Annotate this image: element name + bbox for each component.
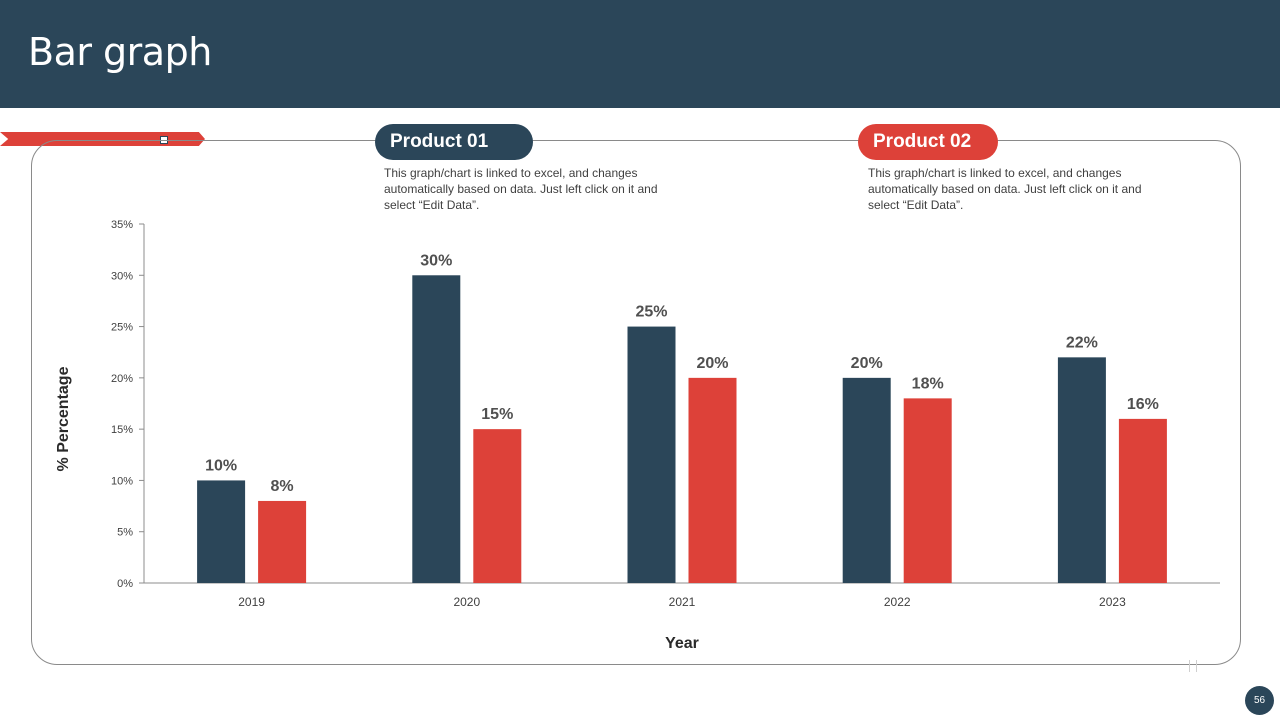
- x-tick-label: 2022: [884, 595, 911, 609]
- y-tick-label: 10%: [111, 475, 133, 487]
- data-label: 10%: [205, 457, 237, 474]
- bar-1-2022: [842, 377, 891, 583]
- y-tick-label: 30%: [111, 270, 133, 282]
- x-tick-label: 2023: [1099, 595, 1126, 609]
- product-02-label: Product 02: [858, 124, 998, 160]
- chart-panel: [31, 140, 1241, 665]
- bar-1-2019: [197, 480, 246, 583]
- bar-2-2023: [1118, 418, 1167, 583]
- y-tick-label: 25%: [111, 322, 133, 334]
- x-tick-label: 2021: [669, 595, 696, 609]
- bar-1-2021: [627, 326, 676, 583]
- bar-1-2023: [1057, 357, 1106, 583]
- y-tick-label: 0%: [117, 578, 133, 590]
- bar-2-2020: [473, 429, 522, 583]
- page-title: Bar graph: [28, 30, 212, 74]
- data-label: 20%: [851, 355, 883, 372]
- data-label: 22%: [1066, 334, 1098, 351]
- y-axis-title: % Percentage: [55, 366, 72, 471]
- x-axis-title: Year: [665, 635, 699, 652]
- data-label: 20%: [696, 355, 728, 372]
- data-label: 30%: [420, 252, 452, 269]
- page-number: 56: [1245, 686, 1274, 715]
- data-label: 16%: [1127, 396, 1159, 413]
- data-label: 18%: [912, 375, 944, 392]
- data-label: 8%: [271, 478, 294, 495]
- data-label: 25%: [635, 304, 667, 321]
- bar-2-2022: [903, 398, 952, 583]
- bar-2-2021: [688, 377, 737, 583]
- x-tick-label: 2020: [453, 595, 480, 609]
- y-tick-label: 5%: [117, 527, 133, 539]
- bar-2-2019: [258, 500, 307, 583]
- product-01-label: Product 01: [375, 124, 533, 160]
- y-tick-label: 20%: [111, 373, 133, 385]
- product-02-description: This graph/chart is linked to excel, and…: [868, 166, 1142, 212]
- y-tick-label: 15%: [111, 424, 133, 436]
- decorative-mark: [1189, 660, 1197, 672]
- x-tick-label: 2019: [238, 595, 265, 609]
- title-bar: Bar graph: [0, 0, 1280, 108]
- y-tick-label: 35%: [111, 219, 133, 231]
- product-01-description: This graph/chart is linked to excel, and…: [384, 166, 658, 212]
- bar-1-2020: [412, 275, 461, 583]
- data-label: 15%: [481, 406, 513, 423]
